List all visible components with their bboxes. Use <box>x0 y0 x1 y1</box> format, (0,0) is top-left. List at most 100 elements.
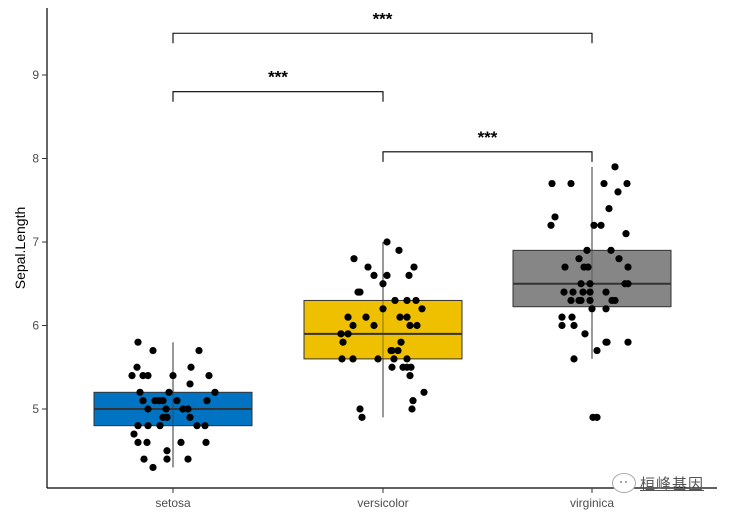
data-point <box>356 405 364 413</box>
points-setosa <box>128 338 219 472</box>
box-versicolor <box>303 242 463 418</box>
data-point <box>134 438 142 446</box>
data-point <box>586 296 594 305</box>
data-point <box>134 422 142 430</box>
data-point <box>159 397 167 405</box>
significance-label: *** <box>478 128 498 147</box>
data-point <box>356 288 364 296</box>
data-point <box>383 238 391 246</box>
data-point <box>561 263 569 271</box>
y-ticks: 5 6 7 8 9 <box>32 68 47 416</box>
data-point <box>337 330 345 338</box>
data-point <box>586 280 594 288</box>
bracket-setosa-virginica: *** <box>172 9 593 44</box>
data-point <box>418 305 426 313</box>
data-point <box>163 447 171 455</box>
box-virginica <box>512 166 672 359</box>
data-point <box>374 355 382 363</box>
data-point <box>149 463 157 472</box>
y-tick-label: 7 <box>32 235 39 249</box>
data-point <box>344 313 352 321</box>
data-point <box>608 296 616 305</box>
data-point <box>139 397 147 405</box>
jitter-points-layer <box>128 163 632 472</box>
data-point <box>551 213 559 221</box>
data-point <box>593 346 601 355</box>
data-point <box>195 346 203 355</box>
y-axis-title: Sepal.Length <box>12 207 28 290</box>
data-point <box>184 455 192 463</box>
data-point <box>558 313 566 321</box>
data-point <box>187 363 195 371</box>
data-point <box>338 355 346 363</box>
data-point <box>584 263 592 271</box>
data-point <box>603 338 611 346</box>
data-point <box>583 246 591 254</box>
data-point <box>577 280 585 288</box>
significance-brackets: *** *** *** <box>172 9 593 162</box>
data-point <box>169 372 177 380</box>
data-point <box>390 355 398 363</box>
points-virginica <box>547 163 632 421</box>
bracket-setosa-versicolor: *** <box>172 68 384 102</box>
data-point <box>405 271 413 279</box>
significance-label: *** <box>373 9 393 28</box>
bracket-line <box>172 32 593 44</box>
data-point <box>548 179 556 188</box>
data-point <box>211 388 219 396</box>
data-point <box>370 321 378 330</box>
data-point <box>133 363 141 371</box>
data-point <box>379 305 387 313</box>
data-point <box>624 280 632 288</box>
data-point <box>420 388 428 396</box>
watermark: 桓峰基因 <box>612 470 704 496</box>
data-point <box>163 413 171 421</box>
data-point <box>408 405 416 413</box>
data-point <box>588 305 596 313</box>
data-point <box>173 397 181 405</box>
x-ticks: setosa versicolor virginica <box>155 488 614 510</box>
data-point <box>396 313 404 321</box>
data-point <box>567 179 575 188</box>
wechat-icon <box>612 473 636 493</box>
data-point <box>397 338 405 346</box>
data-point <box>605 205 613 213</box>
significance-label: *** <box>268 68 288 87</box>
bracket-versicolor-virginica: *** <box>382 128 593 162</box>
data-point <box>186 380 194 388</box>
data-point <box>149 346 157 355</box>
data-point <box>394 346 402 355</box>
data-point <box>586 288 594 296</box>
bracket-line <box>172 91 384 102</box>
data-point <box>597 221 605 229</box>
data-point <box>364 263 372 271</box>
data-point <box>409 397 417 405</box>
x-tick-label-virginica: virginica <box>570 496 614 510</box>
data-point <box>128 372 136 380</box>
y-tick-label: 5 <box>32 402 39 416</box>
data-point <box>203 397 211 405</box>
data-point <box>202 438 210 446</box>
data-point <box>339 338 347 346</box>
axes: 5 6 7 8 9 setosa versicolor virginica Sepal.Le… <box>12 8 717 510</box>
data-point <box>403 363 411 371</box>
data-point <box>575 255 583 263</box>
data-point <box>575 296 583 305</box>
data-point <box>383 271 391 279</box>
data-point <box>143 438 151 446</box>
data-point <box>139 372 147 380</box>
data-point <box>403 355 411 363</box>
data-point <box>350 255 358 263</box>
data-point <box>184 405 192 413</box>
data-point <box>193 422 201 430</box>
data-point <box>607 246 615 254</box>
data-point <box>177 438 185 446</box>
data-point <box>412 296 420 305</box>
data-point <box>403 296 411 305</box>
data-point <box>614 188 622 196</box>
data-point <box>570 321 578 330</box>
data-point <box>134 338 142 346</box>
data-point <box>560 288 568 296</box>
data-point <box>600 179 608 188</box>
